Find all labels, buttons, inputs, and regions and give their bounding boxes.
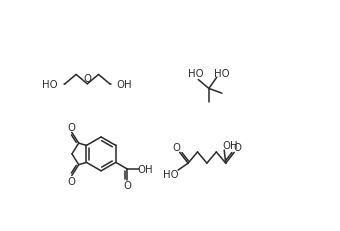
Text: OH: OH xyxy=(137,164,153,174)
Text: HO: HO xyxy=(42,79,58,89)
Text: O: O xyxy=(173,142,181,152)
Text: O: O xyxy=(123,180,131,190)
Text: OH: OH xyxy=(117,79,132,89)
Text: O: O xyxy=(67,176,75,186)
Text: HO: HO xyxy=(163,169,179,179)
Text: OH: OH xyxy=(223,140,238,150)
Text: O: O xyxy=(67,122,75,132)
Text: O: O xyxy=(233,142,241,152)
Text: HO: HO xyxy=(215,69,230,79)
Text: O: O xyxy=(83,74,91,84)
Text: HO: HO xyxy=(188,69,204,79)
